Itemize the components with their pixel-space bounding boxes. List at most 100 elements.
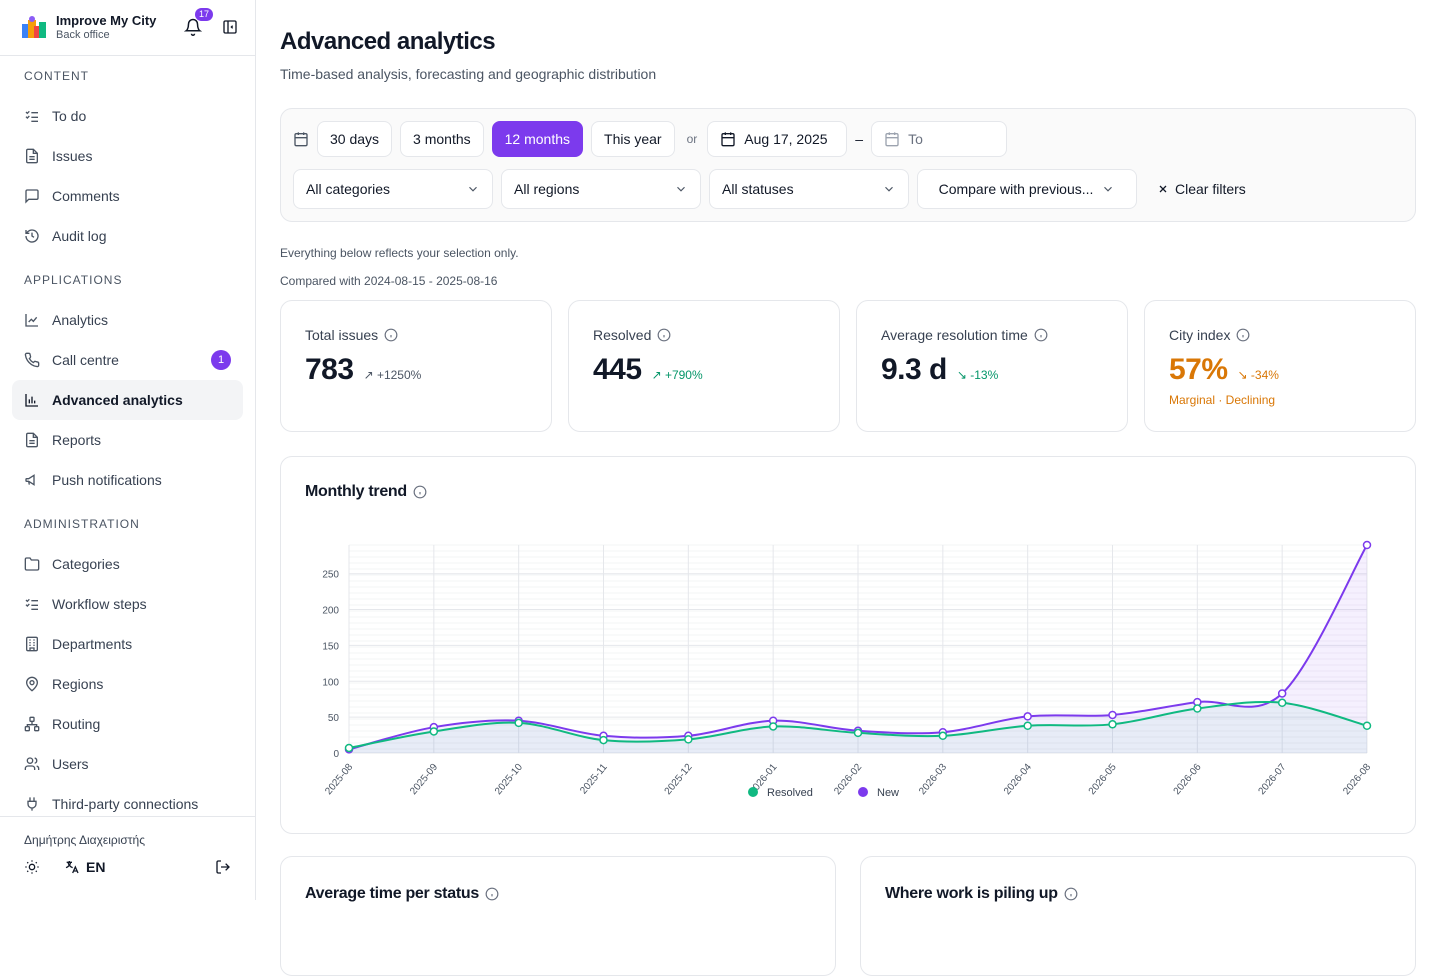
sidebar-item-todo[interactable]: To do [0, 96, 255, 136]
data-point-new [1023, 712, 1032, 721]
info-icon[interactable] [1236, 328, 1250, 342]
y-tick-label: 0 [333, 749, 339, 760]
chevron-down-icon [885, 186, 893, 192]
data-point-resolved [853, 728, 863, 738]
clear-filters-button[interactable]: Clear filters [1157, 181, 1246, 197]
x-tick-label: 2025-08 [323, 762, 355, 798]
info-icon[interactable] [384, 328, 398, 342]
x-tick-label: 2026-06 [1172, 762, 1204, 798]
language-label: EN [86, 859, 106, 875]
region-select[interactable]: All regions [501, 169, 701, 209]
kpi-card-resolved: Resolved 445 ↗ +790% [568, 300, 840, 432]
sidebar-item-regions[interactable]: Regions [0, 664, 255, 704]
sidebar-collapse-icon[interactable] [222, 19, 238, 35]
info-icon[interactable] [485, 887, 499, 901]
y-tick-label: 50 [328, 713, 340, 724]
sidebar-item-label: Call centre [52, 352, 119, 368]
phone-icon [24, 352, 40, 368]
kpi-label-text: City index [1169, 327, 1231, 343]
x-tick-label: 2025-09 [408, 762, 440, 798]
sidebar-item-workflow-steps[interactable]: Workflow steps [0, 584, 255, 624]
building-icon [24, 636, 40, 652]
brand-text: Improve My City Back office [56, 13, 156, 42]
kpi-label: Average resolution time [881, 327, 1103, 343]
sidebar-item-categories[interactable]: Categories [0, 544, 255, 584]
sidebar-item-label: Issues [52, 148, 93, 164]
info-icon[interactable] [657, 328, 671, 342]
sidebar-item-audit-log[interactable]: Audit log [0, 216, 255, 256]
section-title-content: CONTENT [24, 69, 89, 83]
category-select[interactable]: All categories [293, 169, 493, 209]
date-to-picker[interactable]: To [871, 121, 1008, 157]
sidebar-item-label: Analytics [52, 312, 109, 328]
sidebar-item-routing[interactable]: Routing [0, 704, 255, 744]
sidebar-item-label: Regions [52, 676, 104, 692]
theme-toggle-icon[interactable] [24, 859, 40, 875]
data-point-resolved [1108, 720, 1117, 729]
sidebar-nav: CONTENT To do Issues Comments Audit log … [0, 56, 255, 824]
sidebar-item-reports[interactable]: Reports [0, 420, 255, 460]
folder-icon [24, 556, 40, 572]
sidebar-item-users[interactable]: Users [0, 744, 255, 784]
status-select[interactable]: All statuses [709, 169, 909, 209]
compare-select-value: Compare with previous... [938, 181, 1094, 197]
data-point-resolved [1362, 721, 1372, 730]
sidebar-item-call-centre[interactable]: Call centre 1 [0, 340, 255, 380]
kpi-value-row: 445 ↗ +790% [593, 353, 815, 387]
sidebar-item-advanced-analytics[interactable]: Advanced analytics [12, 380, 243, 420]
kpi-card-total-issues: Total issues 783 ↗ +1250% [280, 300, 552, 432]
info-icon[interactable] [1064, 887, 1078, 901]
sidebar-item-label: Audit log [52, 228, 107, 244]
range-this-year-button[interactable]: This year [591, 121, 675, 157]
range-12-months-button[interactable]: 12 months [491, 121, 584, 157]
legend-swatch-resolved [748, 787, 758, 797]
kpi-row: Total issues 783 ↗ +1250% Resolved 445 ↗… [280, 300, 1416, 432]
legend-swatch-new [858, 787, 868, 797]
sidebar-item-push-notifications[interactable]: Push notifications [0, 460, 255, 500]
sidebar-item-comments[interactable]: Comments [0, 176, 255, 216]
bell-icon[interactable] [184, 18, 202, 36]
date-separator: – [855, 131, 864, 147]
kpi-value-row: 57% ↘ -34% [1169, 353, 1391, 387]
user-name: Δημήτρης Διαχειριστής [24, 833, 146, 847]
logout-icon[interactable] [215, 859, 231, 875]
range-3-months-button[interactable]: 3 months [400, 121, 484, 157]
page-title: Advanced analytics [280, 28, 496, 55]
users-icon [24, 756, 40, 772]
megaphone-icon [24, 472, 40, 488]
calendar-icon [294, 132, 308, 147]
compare-select[interactable]: Compare with previous... [917, 169, 1137, 209]
sidebar-item-label: Advanced analytics [52, 392, 183, 408]
x-tick-label: 2026-03 [917, 762, 949, 798]
app-subtitle: Back office [56, 29, 110, 41]
monthly-trend-card: Monthly trend 0 50 100 150 200 250 2025-08 2025… [280, 456, 1416, 834]
info-icon[interactable] [413, 485, 427, 499]
or-label: or [686, 132, 698, 146]
clear-filters-label: Clear filters [1175, 181, 1246, 197]
region-select-value: All regions [514, 181, 580, 197]
app-name: Improve My City [56, 13, 157, 28]
data-point-resolved [429, 727, 439, 736]
data-point-new [1362, 540, 1372, 550]
sidebar-item-analytics[interactable]: Analytics [0, 300, 255, 340]
selection-note: Everything below reflects your selection… [280, 246, 519, 260]
kpi-value-row: 9.3 d ↘ -13% [881, 353, 1103, 387]
sidebar: Improve My City Back office 17 CONTENT T… [0, 0, 256, 900]
sidebar-footer: Δημήτρης Διαχειριστής EN [0, 816, 255, 900]
x-tick-label: 2025-10 [493, 762, 525, 798]
map-pin-icon [24, 676, 40, 692]
info-icon[interactable] [1034, 328, 1048, 342]
range-30-days-button[interactable]: 30 days [317, 121, 393, 157]
monthly-trend-chart: 0 50 100 150 200 250 2025-08 2025-09 2025-10 2025… [322, 540, 1374, 799]
language-switcher[interactable]: EN [64, 859, 105, 875]
kpi-value: 9.3 d [881, 353, 947, 386]
sidebar-item-departments[interactable]: Departments [0, 624, 255, 664]
line-chart-icon [24, 312, 40, 328]
data-point-resolved [1193, 704, 1202, 713]
kpi-delta: ↗ +1250% [363, 368, 422, 382]
sidebar-item-issues[interactable]: Issues [0, 136, 255, 176]
data-point-resolved [599, 735, 608, 745]
date-from-picker[interactable]: Aug 17, 2025 [707, 121, 848, 157]
sidebar-item-third-party-connections[interactable]: Third-party connections [0, 784, 255, 824]
sidebar-item-label: Users [52, 756, 89, 772]
